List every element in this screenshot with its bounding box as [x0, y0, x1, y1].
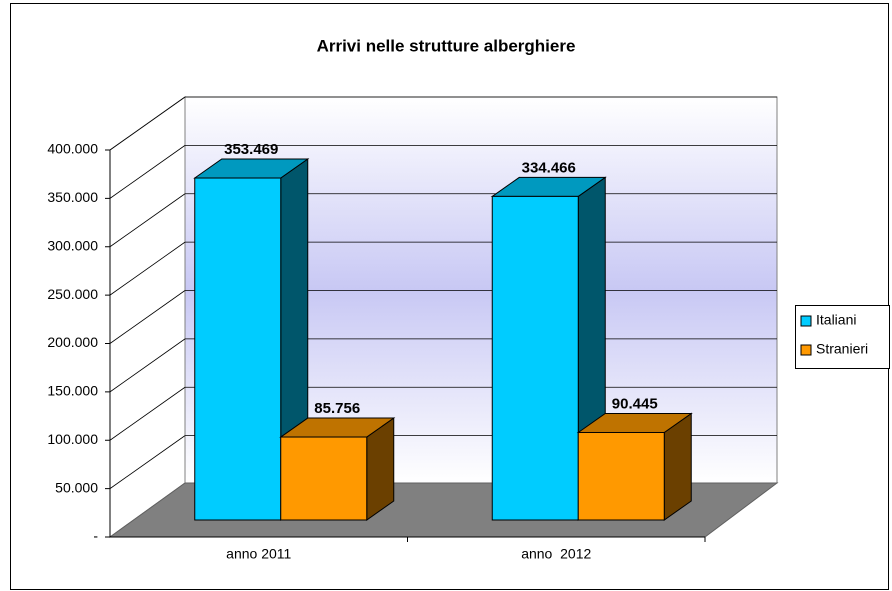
- legend-swatch: [800, 344, 812, 356]
- grid-line: [109, 145, 186, 199]
- y-tick-label: 50.000: [55, 479, 98, 495]
- bar: [194, 177, 282, 521]
- y-tick-label: -: [93, 528, 98, 544]
- legend-swatch: [800, 315, 812, 327]
- grid-line: [109, 241, 186, 296]
- bar: [577, 431, 665, 521]
- x-tick-label: anno 2011: [226, 546, 291, 562]
- grid-line: [109, 96, 186, 151]
- grid-line: [109, 435, 186, 489]
- y-tick-label: 350.000: [47, 189, 98, 205]
- y-tick-label: 150.000: [47, 383, 98, 399]
- grid-line: [109, 290, 186, 344]
- data-label: 90.445: [612, 395, 658, 412]
- bar: [280, 436, 368, 521]
- x-tick-label: anno 2012: [521, 546, 591, 562]
- data-label: 85.756: [314, 400, 360, 417]
- y-tick-label: 100.000: [47, 431, 98, 447]
- bar: [491, 195, 579, 521]
- grid-line: [109, 386, 186, 441]
- legend-label: Stranieri: [816, 341, 868, 357]
- grid-line: [109, 193, 186, 248]
- y-tick-label: 250.000: [47, 286, 98, 302]
- data-label: 334.466: [522, 159, 576, 176]
- y-tick-label: 400.000: [47, 141, 98, 157]
- data-label: 353.469: [224, 141, 278, 158]
- grid-line: [109, 338, 186, 393]
- chart-title: Arrivi nelle strutture alberghiere: [317, 36, 576, 55]
- legend-label: Italiani: [816, 312, 856, 328]
- y-tick-label: 200.000: [47, 334, 98, 350]
- y-tick-label: 300.000: [47, 237, 98, 253]
